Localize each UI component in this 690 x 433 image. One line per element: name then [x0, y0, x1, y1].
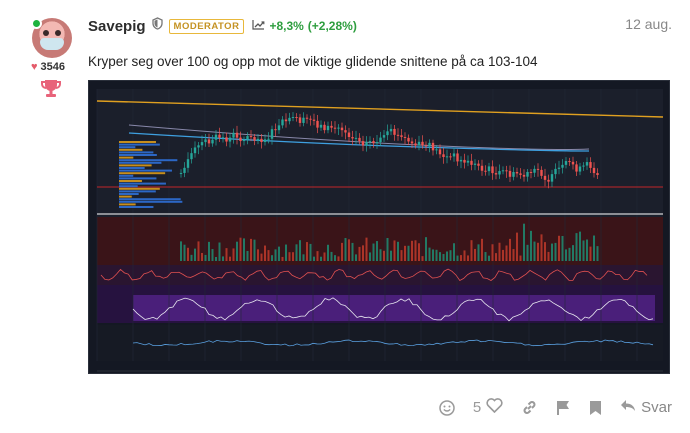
trend-icon [252, 19, 265, 33]
avatar-mask [40, 38, 64, 50]
flag-icon[interactable] [556, 400, 571, 416]
shield-icon [151, 17, 163, 35]
trophy-icon [40, 78, 62, 105]
post-actions: 5 Svar [439, 398, 672, 417]
stock-change: +8,3% (+2,28%) [252, 19, 357, 33]
moderator-badge: MODERATOR [168, 18, 245, 34]
avatar-eye [55, 30, 61, 36]
post-header: Savepig MODERATOR +8,3% (+2,28%) [88, 16, 357, 36]
post-body: Kryper seg over 100 og opp mot de viktig… [88, 54, 538, 69]
likes-count: 3546 [40, 61, 66, 73]
chart-image-graphic [89, 81, 669, 373]
stock-change-percent: (+2,28%) [307, 19, 357, 33]
username[interactable]: Savepig [88, 17, 146, 35]
smile-icon[interactable] [439, 399, 455, 416]
like-heart-icon [486, 398, 503, 417]
chart-image[interactable] [88, 80, 670, 374]
link-icon[interactable] [521, 399, 538, 416]
online-status-indicator [31, 18, 42, 29]
reply-button[interactable]: Svar [620, 399, 672, 416]
heart-icon: ♥ [31, 61, 38, 73]
like-button[interactable]: 5 [473, 398, 503, 417]
like-count: 5 [472, 399, 482, 416]
stock-change-value: +8,3% [269, 19, 304, 33]
reply-icon [620, 399, 636, 416]
bookmark-icon[interactable] [589, 400, 602, 416]
user-likes: ♥ 3546 [31, 61, 65, 73]
avatar-eye [43, 30, 49, 36]
reply-label: Svar [641, 399, 672, 416]
post-date[interactable]: 12 aug. [625, 16, 672, 32]
